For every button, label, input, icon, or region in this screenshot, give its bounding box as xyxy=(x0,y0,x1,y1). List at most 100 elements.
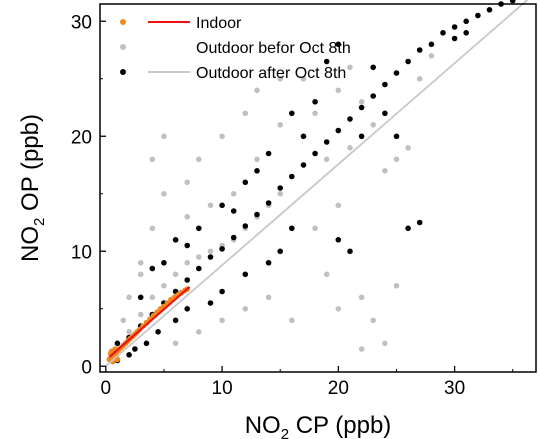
data-point xyxy=(230,208,237,214)
data-point xyxy=(149,156,156,163)
y-tick-label: 10 xyxy=(71,242,92,263)
data-point xyxy=(347,248,353,255)
data-point xyxy=(312,99,318,105)
data-point xyxy=(265,150,272,157)
x-tick-label: 10 xyxy=(212,378,233,399)
data-point xyxy=(137,260,144,266)
data-point xyxy=(172,271,179,278)
data-point xyxy=(277,191,284,197)
data-point xyxy=(509,0,516,4)
legend-label: Outdoor after Oct 8th xyxy=(196,65,346,82)
data-point xyxy=(172,340,179,347)
data-point xyxy=(149,294,156,301)
data-point xyxy=(289,317,295,324)
data-point xyxy=(254,211,260,218)
fit-lines-layer xyxy=(105,0,529,367)
data-point xyxy=(451,24,458,30)
data-point xyxy=(370,64,377,71)
legend-item: Outdoor befor Oct 8th xyxy=(120,40,351,57)
data-point xyxy=(196,329,202,335)
data-point xyxy=(137,294,144,301)
data-point xyxy=(120,317,127,324)
data-point xyxy=(207,254,214,260)
data-point xyxy=(277,185,284,191)
data-point xyxy=(405,58,411,65)
data-point xyxy=(393,70,400,76)
data-point xyxy=(370,317,377,324)
legend-item: Outdoor after Oct 8th xyxy=(120,65,346,82)
data-point xyxy=(242,179,249,186)
data-point xyxy=(416,47,423,53)
data-point xyxy=(219,246,225,252)
data-point xyxy=(416,219,423,226)
data-point xyxy=(254,87,260,94)
data-point xyxy=(312,225,318,232)
data-point xyxy=(358,133,365,140)
data-point xyxy=(114,340,121,347)
legend-marker xyxy=(120,44,126,50)
data-point xyxy=(126,329,132,335)
data-point xyxy=(323,156,330,163)
data-point xyxy=(265,294,272,301)
legend-marker xyxy=(120,69,126,75)
data-point xyxy=(335,306,342,312)
data-point xyxy=(440,30,446,36)
data-point xyxy=(277,248,284,255)
data-point xyxy=(335,237,342,243)
data-point xyxy=(184,260,190,266)
data-point xyxy=(242,306,249,312)
data-point xyxy=(207,248,214,255)
data-point xyxy=(219,288,225,295)
data-point xyxy=(132,346,138,352)
data-point xyxy=(335,87,342,94)
data-point xyxy=(358,294,365,301)
data-point xyxy=(289,110,295,117)
data-point xyxy=(463,18,470,25)
data-point xyxy=(428,53,435,59)
data-point xyxy=(242,110,249,117)
data-point xyxy=(405,145,411,151)
legend: Indoor Outdoor befor Oct 8th Outdoor after… xyxy=(120,15,351,82)
data-point xyxy=(335,41,342,48)
series-1 xyxy=(114,0,516,364)
data-point xyxy=(323,58,330,65)
data-point xyxy=(196,156,202,163)
data-point xyxy=(289,225,295,232)
data-point xyxy=(155,329,161,335)
data-point xyxy=(184,242,190,249)
data-point xyxy=(428,41,435,48)
data-point xyxy=(370,122,377,128)
x-axis-title: NO2 CP (ppb) xyxy=(245,412,392,439)
data-point xyxy=(219,202,225,209)
data-point xyxy=(184,277,190,283)
data-point xyxy=(149,265,156,272)
data-point xyxy=(323,271,330,278)
data-point xyxy=(451,35,458,42)
data-point xyxy=(265,200,272,206)
data-point xyxy=(382,81,388,88)
data-point xyxy=(161,283,167,289)
data-point xyxy=(126,294,132,301)
data-point xyxy=(335,127,342,134)
data-point xyxy=(347,116,353,122)
y-axis-title: NO2 OP (ppb) xyxy=(17,114,48,262)
data-point xyxy=(289,173,295,180)
data-point xyxy=(486,7,493,13)
data-point xyxy=(184,179,190,186)
data-point xyxy=(207,202,214,209)
data-point xyxy=(242,223,249,229)
data-point xyxy=(358,346,365,352)
data-point xyxy=(382,340,388,347)
data-point xyxy=(254,168,260,174)
data-point xyxy=(300,162,307,168)
legend-label: Outdoor befor Oct 8th xyxy=(196,40,351,57)
data-point xyxy=(382,168,388,174)
data-point xyxy=(416,76,423,82)
data-point xyxy=(161,260,167,266)
data-point xyxy=(149,225,156,232)
data-point xyxy=(172,317,179,324)
data-point xyxy=(347,64,353,71)
data-point xyxy=(137,271,144,278)
ticks-layer: 0 10 20 30 0 10 20 30 xyxy=(71,12,514,399)
